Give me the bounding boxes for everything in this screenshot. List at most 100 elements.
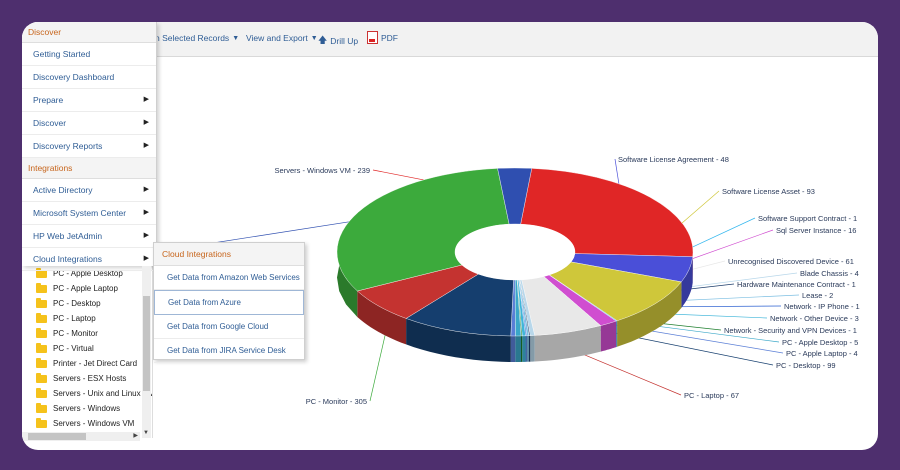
menu-header-discover: Discover	[22, 22, 156, 43]
chevron-right-icon: ▶	[143, 186, 149, 193]
slice-wall	[530, 335, 535, 362]
menu-item-prepare[interactable]: Prepare ▶	[22, 89, 156, 112]
tree-item-label: PC - Apple Laptop	[53, 284, 118, 293]
menu-item-label: HP Web JetAdmin	[33, 231, 103, 241]
tree-item-label: PC - Monitor	[53, 329, 98, 338]
slice-wall	[600, 321, 617, 352]
folder-icon	[36, 327, 47, 338]
slice-wall	[521, 335, 523, 362]
submenu-item-aws[interactable]: Get Data from Amazon Web Services	[154, 266, 304, 290]
data-label: PC - Apple Laptop - 4	[786, 349, 858, 358]
tree-item[interactable]: Printer - Jet Direct Card	[22, 356, 152, 371]
scrollbar-thumb[interactable]	[143, 296, 150, 391]
scroll-right-icon[interactable]: ▶	[133, 433, 138, 439]
cloud-integrations-submenu: Cloud Integrations Get Data from Amazon …	[153, 242, 305, 363]
menu-item-label: Getting Started	[33, 49, 91, 59]
slice-wall	[515, 336, 521, 362]
data-label: Network - Other Device - 3	[770, 314, 859, 323]
chevron-right-icon: ▶	[143, 96, 149, 103]
selected-records-label: n Selected Records	[155, 33, 230, 43]
menu-item-cloud-integrations[interactable]: Cloud Integrations ▶	[22, 248, 156, 271]
folder-icon	[36, 402, 47, 413]
folder-icon	[36, 372, 47, 383]
tree-item[interactable]: Servers - Windows	[22, 401, 152, 416]
folder-icon	[36, 357, 47, 368]
selected-records-menu[interactable]: n Selected Records ▼	[155, 33, 239, 43]
data-label: PC - Laptop - 67	[684, 391, 739, 400]
drill-up-label: Drill Up	[330, 36, 359, 46]
tree-item[interactable]: Servers - Unix and Linux VM	[22, 386, 152, 401]
submenu-item-azure[interactable]: Get Data from Azure	[154, 290, 304, 315]
data-label: Unrecognised Discovered Device - 61	[728, 257, 854, 266]
menu-item-getting-started[interactable]: Getting Started	[22, 43, 156, 66]
view-export-menu[interactable]: View and Export ▼	[246, 33, 318, 43]
scroll-down-icon[interactable]: ▼	[143, 430, 149, 436]
tree-horizontal-scrollbar[interactable]: ▶	[22, 432, 140, 441]
donut-hole	[455, 224, 575, 280]
tree-item-label: PC - Virtual	[53, 344, 94, 353]
slice-wall	[406, 318, 511, 362]
data-label: Servers - Windows VM - 239	[275, 166, 370, 175]
menu-item-label: Microsoft System Center	[33, 208, 127, 218]
tree-item[interactable]: PC - Monitor	[22, 326, 152, 341]
slice-wall	[529, 335, 531, 362]
chevron-right-icon: ▶	[143, 142, 149, 149]
tree-item[interactable]: PC - Desktop	[22, 296, 152, 311]
menu-item-discovery-reports[interactable]: Discovery Reports ▶	[22, 135, 156, 158]
tree-item-label: Servers - Unix and Linux VM	[53, 389, 153, 398]
slice-wall	[510, 336, 516, 362]
data-label: Sql Server Instance - 16	[776, 226, 856, 235]
data-label: Network - IP Phone - 1	[784, 302, 860, 311]
menu-item-discovery-dashboard[interactable]: Discovery Dashboard	[22, 66, 156, 89]
tree-item[interactable]: Servers - Windows VM	[22, 416, 152, 431]
arrow-up-icon: 🡅	[318, 35, 328, 45]
menu-item-label: Prepare	[33, 95, 64, 105]
menu-header-integrations: Integrations	[22, 158, 156, 179]
chevron-down-icon: ▼	[310, 34, 318, 42]
menu-item-discover[interactable]: Discover ▶	[22, 112, 156, 135]
chevron-down-icon: ▼	[232, 34, 240, 42]
tree-item[interactable]: Servers - ESX Hosts	[22, 371, 152, 386]
donut-chart: Servers - Windows VM - 239 Software Licen…	[167, 155, 860, 406]
main-nav-menu: Discover Getting Started Discovery Dashb…	[22, 22, 157, 271]
data-label: PC - Desktop - 99	[776, 361, 836, 370]
chevron-right-icon: ▶	[143, 209, 149, 216]
data-label: Software License Agreement - 48	[618, 155, 729, 164]
submenu-header: Cloud Integrations	[154, 243, 304, 266]
data-label: Hardware Maintenance Contract - 1	[737, 280, 856, 289]
scrollbar-thumb[interactable]	[28, 433, 86, 440]
menu-item-microsoft-system-center[interactable]: Microsoft System Center ▶	[22, 202, 156, 225]
pdf-label: PDF	[381, 32, 398, 43]
drill-up-button[interactable]: 🡅 Drill Up	[318, 33, 358, 49]
slice-wall	[526, 335, 529, 362]
tree-item[interactable]: PC - Laptop	[22, 311, 152, 326]
tree-item[interactable]: PC - Apple Desktop	[22, 266, 152, 281]
chevron-right-icon: ▶	[143, 232, 149, 239]
folder-icon	[36, 312, 47, 323]
tree-item-label: Printer - Jet Direct Card	[53, 359, 138, 368]
chart-slices	[336, 167, 694, 337]
data-label: PC - Monitor - 305	[306, 397, 367, 406]
tree-item-label: Servers - Windows VM	[53, 419, 135, 428]
data-label: Network - Security and VPN Devices - 1	[724, 326, 857, 335]
slice-wall	[616, 320, 618, 348]
data-label: Software Support Contract - 1	[758, 214, 857, 223]
data-label: Blade Chassis - 4	[800, 269, 859, 278]
category-tree: PC - Apple Desktop PC - Apple Laptop PC …	[22, 266, 153, 438]
tree-item-label: PC - Desktop	[53, 299, 101, 308]
tree-item[interactable]: PC - Virtual	[22, 341, 152, 356]
report-toolbar: n Selected Records ▼ View and Export ▼ 🡅…	[22, 22, 878, 57]
tree-vertical-scrollbar[interactable]: ▼	[142, 266, 151, 438]
submenu-item-google-cloud[interactable]: Get Data from Google Cloud	[154, 315, 304, 339]
slice-wall	[681, 256, 693, 308]
menu-item-label: Active Directory	[33, 185, 93, 195]
submenu-item-jira-service-desk[interactable]: Get Data from JIRA Service Desk	[154, 339, 304, 363]
tree-item[interactable]: PC - Apple Laptop	[22, 281, 152, 296]
slice-wall	[534, 325, 601, 362]
pdf-button[interactable]: PDF	[367, 31, 398, 44]
tree-item-label: PC - Laptop	[53, 314, 96, 323]
slice-wall	[357, 291, 407, 345]
menu-item-hp-web-jetadmin[interactable]: HP Web JetAdmin ▶	[22, 225, 156, 248]
tree-item-label: Servers - ESX Hosts	[53, 374, 127, 383]
menu-item-active-directory[interactable]: Active Directory ▶	[22, 179, 156, 202]
